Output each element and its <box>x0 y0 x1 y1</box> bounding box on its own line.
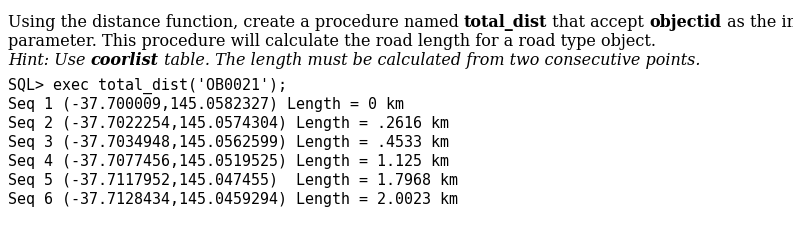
Text: Seq 6 (-37.7128434,145.0459294) Length = 2.0023 km: Seq 6 (-37.7128434,145.0459294) Length =… <box>8 192 458 207</box>
Text: Hint: Use: Hint: Use <box>8 52 90 69</box>
Text: Seq 4 (-37.7077456,145.0519525) Length = 1.125 km: Seq 4 (-37.7077456,145.0519525) Length =… <box>8 154 449 169</box>
Text: that accept: that accept <box>547 14 649 31</box>
Text: table. The length must be calculated from two consecutive points.: table. The length must be calculated fro… <box>159 52 700 69</box>
Text: Seq 5 (-37.7117952,145.047455)  Length = 1.7968 km: Seq 5 (-37.7117952,145.047455) Length = … <box>8 173 458 188</box>
Text: Seq 3 (-37.7034948,145.0562599) Length = .4533 km: Seq 3 (-37.7034948,145.0562599) Length =… <box>8 135 449 150</box>
Text: as the input: as the input <box>722 14 793 31</box>
Text: parameter. This procedure will calculate the road length for a road type object.: parameter. This procedure will calculate… <box>8 33 656 50</box>
Text: objectid: objectid <box>649 14 722 31</box>
Text: total_dist: total_dist <box>464 14 547 31</box>
Text: Seq 1 (-37.700009,145.0582327) Length = 0 km: Seq 1 (-37.700009,145.0582327) Length = … <box>8 97 404 112</box>
Text: SQL> exec total_dist('OB0021');: SQL> exec total_dist('OB0021'); <box>8 78 287 94</box>
Text: Using the distance function, create a procedure named: Using the distance function, create a pr… <box>8 14 464 31</box>
Text: coorlist: coorlist <box>90 52 159 69</box>
Text: Seq 2 (-37.7022254,145.0574304) Length = .2616 km: Seq 2 (-37.7022254,145.0574304) Length =… <box>8 116 449 131</box>
